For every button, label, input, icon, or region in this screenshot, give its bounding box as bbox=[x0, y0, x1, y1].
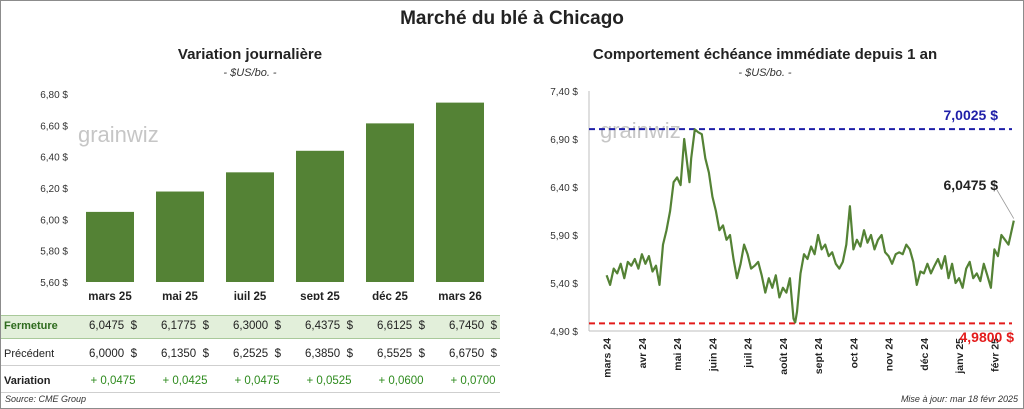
y-tick-label: 7,40 $ bbox=[550, 87, 578, 98]
y-tick-label: 6,90 $ bbox=[550, 135, 578, 146]
y-tick-label: 6,40 $ bbox=[550, 183, 578, 194]
x-tick-label: juin 24 bbox=[707, 338, 719, 372]
x-tick-label: nov 24 bbox=[884, 338, 896, 371]
right-chart-unit: - $US/bo. - bbox=[738, 67, 792, 79]
x-tick-label: déc 25 bbox=[372, 291, 408, 300]
table-cell: + 0,0600 bbox=[378, 375, 424, 387]
table-cell: 6,3850 $ bbox=[305, 348, 353, 360]
x-tick-label: mars 26 bbox=[438, 291, 481, 300]
x-tick-label: mars 25 bbox=[88, 291, 132, 300]
x-tick-label: mai 24 bbox=[672, 338, 684, 371]
x-tick-label: mai 25 bbox=[162, 291, 198, 300]
bar bbox=[366, 123, 414, 282]
table-cell: + 0,0700 bbox=[450, 375, 496, 387]
table-cell: 6,1775 $ bbox=[161, 320, 209, 332]
table-cell: 6,1350 $ bbox=[161, 348, 209, 360]
y-tick-label: 5,60 $ bbox=[40, 278, 68, 289]
left-chart-title: Variation journalière bbox=[177, 46, 323, 63]
table-cell: 6,7450 $ bbox=[449, 320, 497, 332]
y-tick-label: 6,40 $ bbox=[40, 153, 68, 164]
y-tick-label: 6,60 $ bbox=[40, 121, 68, 132]
table-cell: 6,4375 $ bbox=[305, 320, 353, 332]
high-value-label: 7,0025 $ bbox=[944, 107, 999, 123]
x-tick-label: janv 25 bbox=[954, 338, 966, 375]
table-cell: 6,6750 $ bbox=[449, 348, 497, 360]
table-divider bbox=[1, 392, 500, 393]
x-tick-label: sept 24 bbox=[813, 338, 825, 374]
table-row-label: Fermeture bbox=[4, 320, 58, 332]
source-note: Source: CME Group bbox=[5, 394, 87, 404]
table-cell: + 0,0475 bbox=[90, 375, 136, 387]
y-tick-label: 5,90 $ bbox=[550, 231, 578, 242]
x-tick-label: déc 24 bbox=[919, 338, 931, 371]
y-tick-label: 4,90 $ bbox=[550, 327, 578, 338]
bar bbox=[436, 102, 484, 282]
y-tick-label: 5,80 $ bbox=[40, 247, 68, 258]
fermeture-row-bg bbox=[1, 315, 500, 339]
bar bbox=[86, 211, 134, 282]
x-tick-label: avr 24 bbox=[637, 338, 649, 369]
table-cell: 6,3000 $ bbox=[233, 320, 281, 332]
price-series-line bbox=[605, 128, 1015, 324]
last-value-label: 6,0475 $ bbox=[944, 177, 999, 193]
table-cell: 6,0000 $ bbox=[89, 348, 137, 360]
y-tick-label: 6,20 $ bbox=[40, 184, 68, 195]
watermark-logo: grainwiz bbox=[78, 122, 159, 147]
x-tick-label: sept 25 bbox=[300, 291, 340, 300]
x-tick-label: août 24 bbox=[778, 338, 790, 375]
bar bbox=[296, 150, 344, 282]
x-tick-label: mars 24 bbox=[602, 338, 614, 378]
low-value-label: 4,9800 $ bbox=[960, 329, 1015, 345]
page-title: Marché du blé à Chicago bbox=[400, 8, 624, 29]
table-cell: + 0,0425 bbox=[162, 375, 208, 387]
y-tick-label: 6,80 $ bbox=[40, 90, 68, 101]
table-cell: + 0,0525 bbox=[306, 375, 352, 387]
x-tick-label: févr 25 bbox=[989, 338, 1001, 372]
y-tick-label: 6,00 $ bbox=[40, 215, 68, 226]
x-tick-label: juil 25 bbox=[233, 291, 267, 300]
y-tick-label: 5,40 $ bbox=[550, 279, 578, 290]
table-cell: + 0,0475 bbox=[234, 375, 280, 387]
right-chart-title: Comportement échéance immédiate depuis 1… bbox=[592, 46, 938, 63]
table-cell: 6,5525 $ bbox=[377, 348, 425, 360]
watermark-logo: grainwiz bbox=[600, 118, 681, 143]
bar-chart: grainwiz 5,60 $ 5,80 $ 6,00 $ 6,20 $ 6,40 $ 6,… bbox=[40, 90, 484, 300]
table-divider bbox=[1, 365, 500, 366]
table-cell: 6,6125 $ bbox=[377, 320, 425, 332]
table-cell: 6,0475 $ bbox=[89, 320, 137, 332]
left-chart-unit: - $US/bo. - bbox=[223, 67, 277, 79]
x-tick-label: oct 24 bbox=[848, 338, 860, 369]
table-row-label: Précédent bbox=[4, 348, 55, 360]
update-note: Mise à jour: mar 18 févr 2025 bbox=[900, 394, 1018, 404]
table-cell: 6,2525 $ bbox=[233, 348, 281, 360]
bar bbox=[156, 191, 204, 282]
last-value-leader bbox=[996, 189, 1015, 219]
table-row-label: Variation bbox=[4, 375, 51, 387]
x-tick-label: juil 24 bbox=[743, 338, 755, 369]
bar bbox=[226, 172, 274, 282]
